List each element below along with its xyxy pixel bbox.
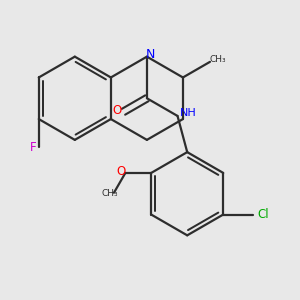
Text: F: F <box>30 141 37 154</box>
Text: NH: NH <box>180 108 196 118</box>
Text: O: O <box>112 104 122 118</box>
Text: N: N <box>146 48 156 61</box>
Text: O: O <box>116 165 125 178</box>
Text: CH₃: CH₃ <box>210 55 226 64</box>
Text: CH₃: CH₃ <box>102 189 118 198</box>
Text: Cl: Cl <box>257 208 269 221</box>
